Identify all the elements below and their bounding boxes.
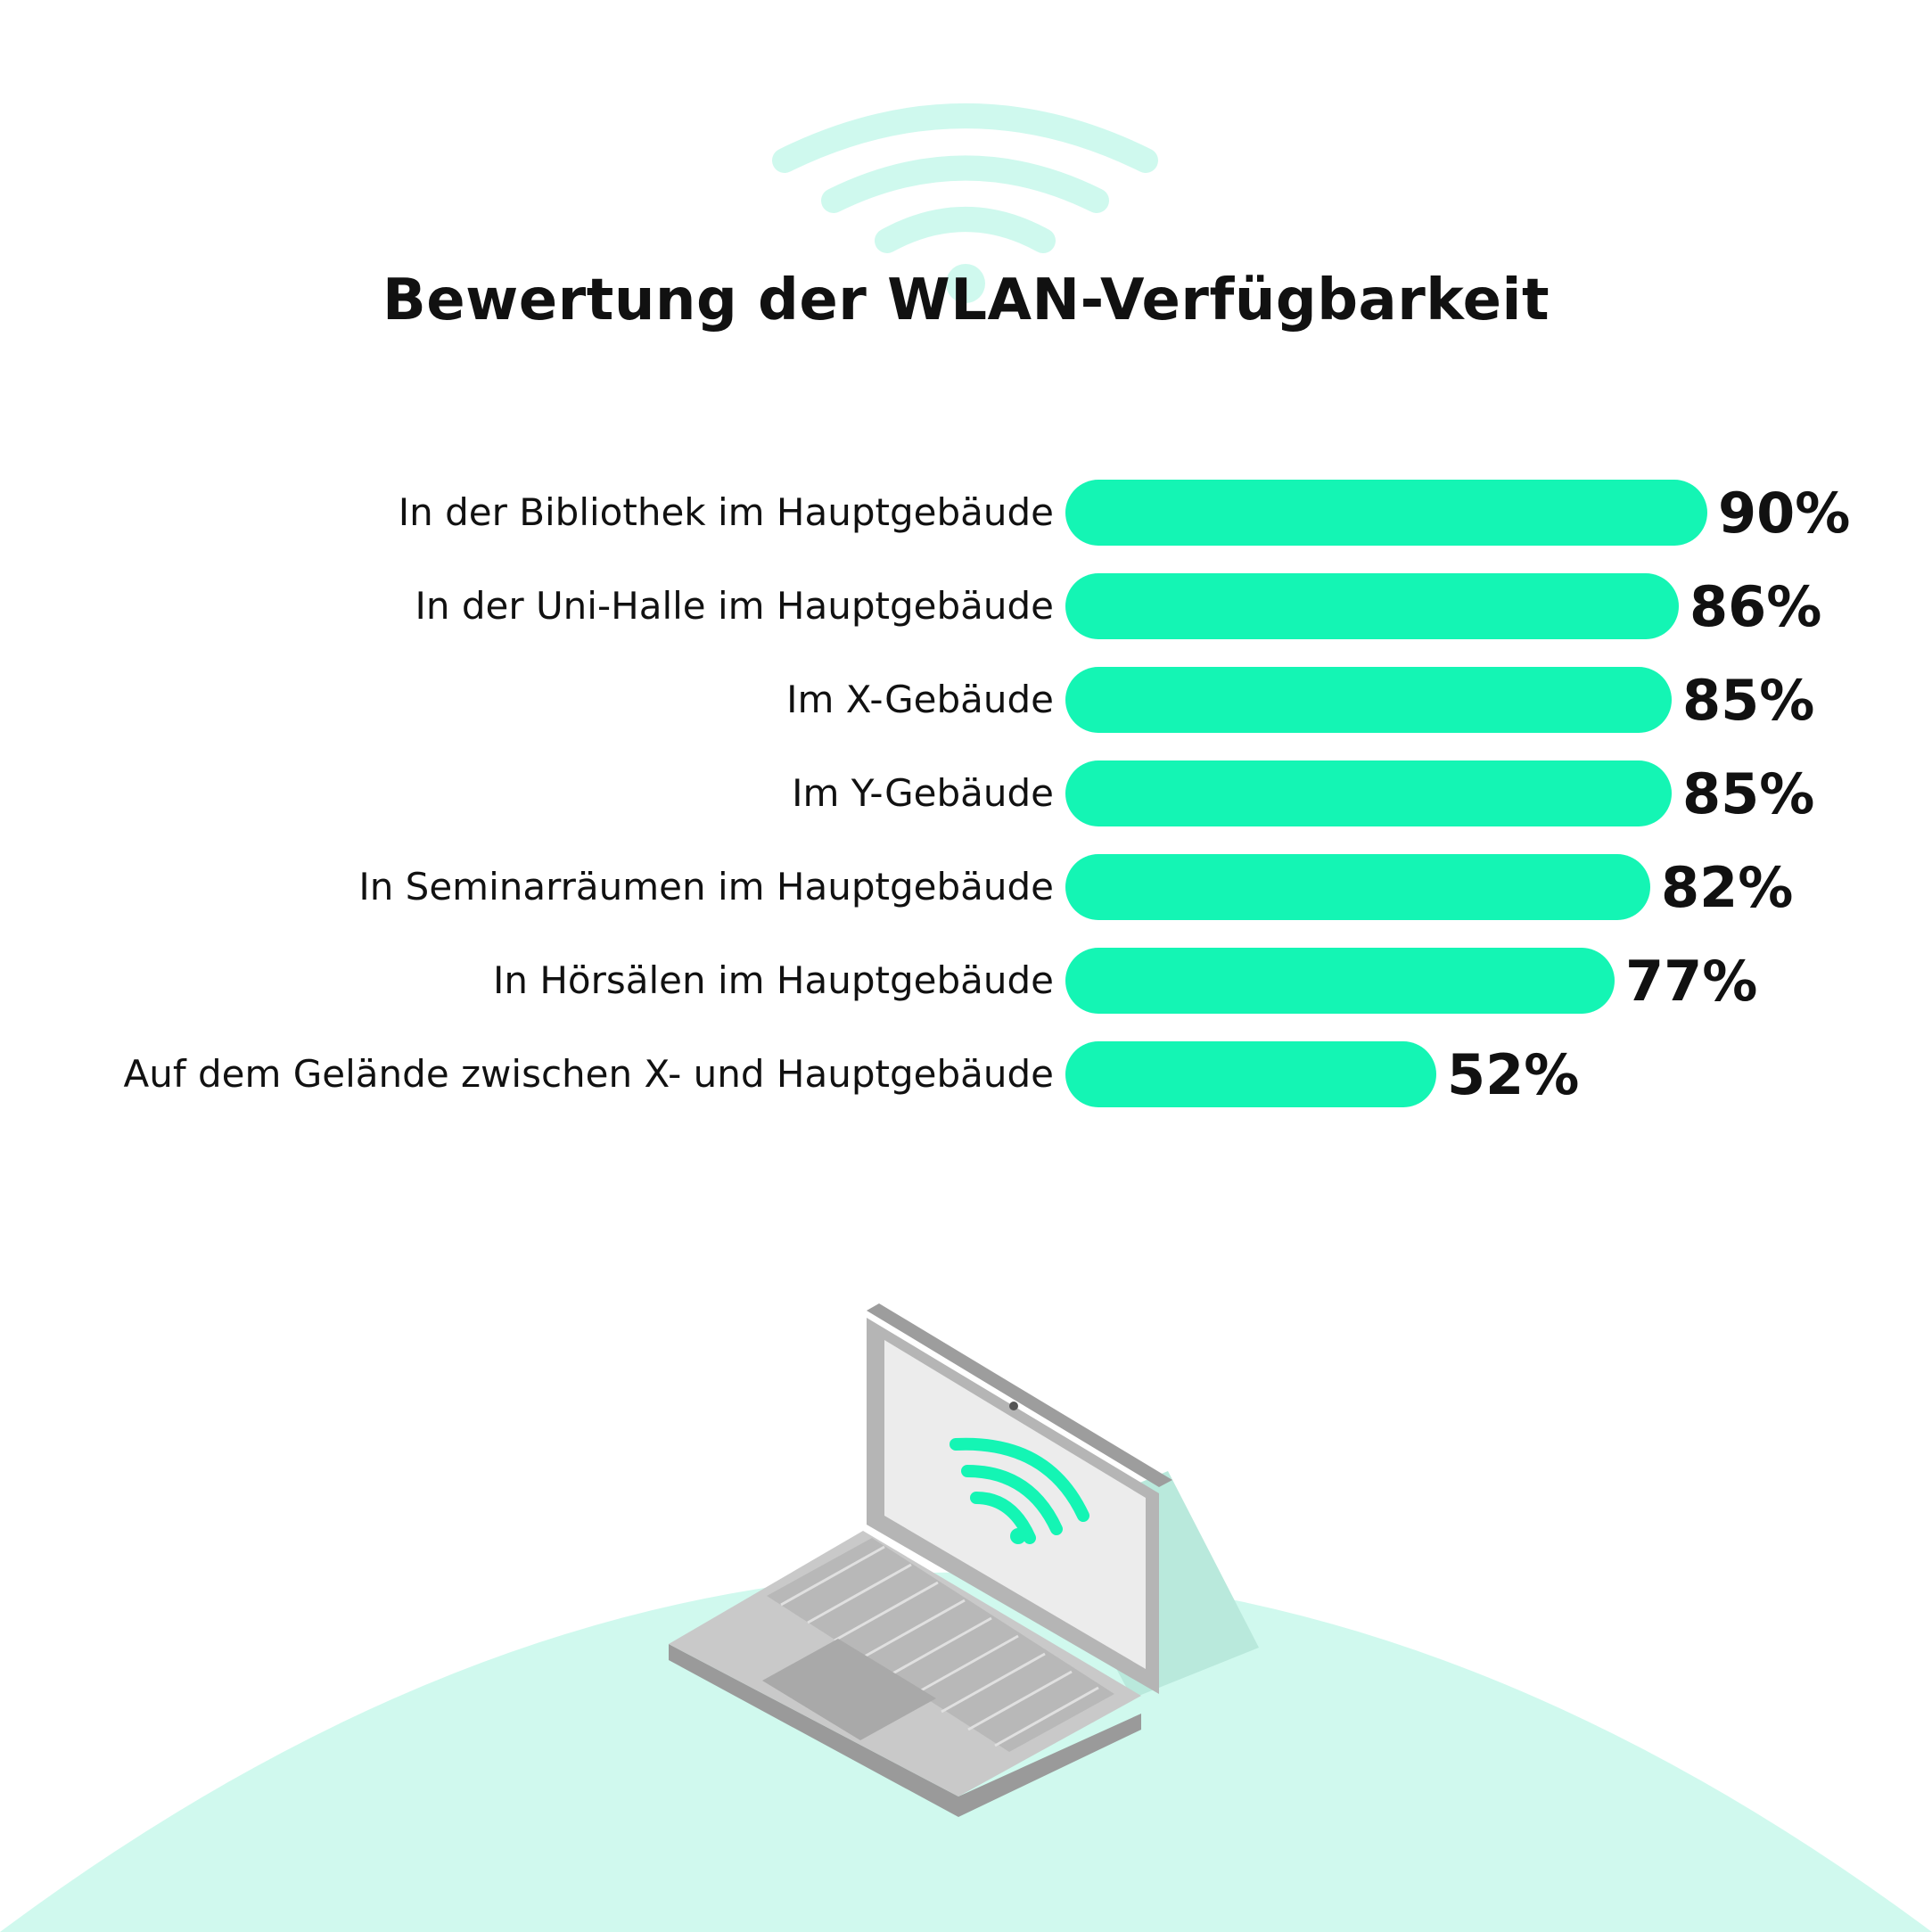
- laptop-wifi-illustration: [669, 1303, 1259, 1817]
- value-label: 82%: [1661, 855, 1793, 920]
- bar: [1065, 1041, 1436, 1107]
- category-label: Auf dem Gelände zwischen X- und Hauptgeb…: [124, 1052, 1055, 1096]
- wifi-arc-middle: [821, 155, 1109, 213]
- value-label: 85%: [1682, 668, 1814, 733]
- wifi-arc-outer: [772, 103, 1158, 173]
- laptop-base-side: [669, 1644, 1141, 1817]
- wifi-dot: [946, 264, 985, 303]
- value-label: 86%: [1689, 574, 1821, 639]
- laptop-lid-edge: [867, 1303, 1172, 1487]
- wifi-arc-inner: [875, 207, 1056, 253]
- value-label: 52%: [1447, 1042, 1579, 1107]
- bar: [1065, 760, 1672, 826]
- category-label: In der Uni-Halle im Hauptgebäude: [415, 584, 1054, 628]
- value-label: 77%: [1625, 949, 1757, 1014]
- bar: [1065, 854, 1650, 920]
- bar: [1065, 480, 1707, 546]
- chart-title: Bewertung der WLAN-Verfügbarkeit: [382, 267, 1550, 333]
- wifi-icon: [772, 103, 1158, 303]
- laptop-webcam: [1009, 1402, 1018, 1410]
- category-label: Im Y-Gebäude: [792, 771, 1054, 815]
- screen-wifi-icon: [950, 1437, 1089, 1544]
- bar-chart: In der Bibliothek im Hauptgebäude 90% In d…: [124, 480, 1850, 1107]
- bar: [1065, 948, 1615, 1014]
- value-label: 85%: [1682, 761, 1814, 826]
- keyboard-keys: [780, 1545, 1099, 1747]
- screen-wifi-dot: [1010, 1528, 1026, 1544]
- laptop-keyboard: [767, 1538, 1114, 1752]
- bar: [1065, 573, 1679, 639]
- laptop-screen: [884, 1340, 1146, 1669]
- laptop-touchpad: [762, 1639, 936, 1740]
- category-label: In der Bibliothek im Hauptgebäude: [399, 490, 1054, 534]
- bar: [1065, 667, 1672, 733]
- category-label: In Hörsälen im Hauptgebäude: [493, 958, 1054, 1002]
- category-label: In Seminarräumen im Hauptgebäude: [358, 865, 1054, 908]
- value-label: 90%: [1718, 481, 1850, 546]
- category-label: Im X-Gebäude: [786, 678, 1054, 721]
